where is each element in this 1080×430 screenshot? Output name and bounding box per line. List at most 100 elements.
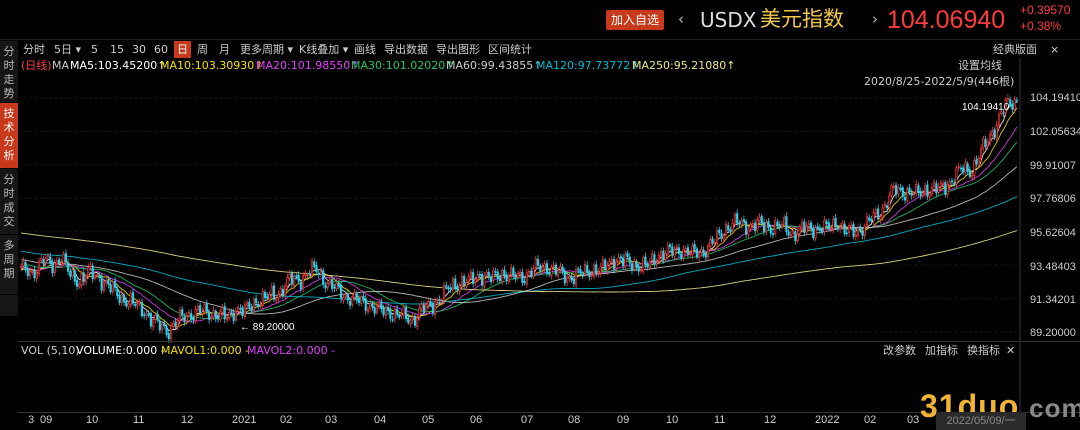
candle-body <box>982 138 985 148</box>
max-price-label: 104.19410 <box>962 102 1010 113</box>
candle-body <box>248 301 251 308</box>
sidebar-tab-intraday[interactable]: 分时走势 <box>0 41 18 103</box>
classic-layout-button[interactable]: 经典版面 <box>993 43 1037 56</box>
candle-body <box>234 310 238 321</box>
candle-body <box>469 271 472 278</box>
y-tick-label: 102.05634 <box>1030 126 1080 138</box>
candle-body <box>514 275 517 280</box>
close-indicator-icon[interactable]: ✕ <box>1006 344 1016 357</box>
candle-body <box>185 315 188 322</box>
candle-body <box>288 273 291 279</box>
candle-body <box>176 319 179 328</box>
price-change-percent: +0.38% <box>1020 19 1062 33</box>
candle-body <box>845 232 848 235</box>
add-indicator-button[interactable]: 加指标 <box>925 344 958 357</box>
period-5min[interactable]: 5 <box>91 43 98 56</box>
draw-line-button[interactable]: 画线 <box>354 43 376 56</box>
candle-body <box>707 245 710 257</box>
ma-settings-button[interactable]: 设置均线 <box>958 59 1002 72</box>
candle-body <box>523 280 526 284</box>
period-week[interactable]: 周 <box>197 43 208 56</box>
candle-body <box>597 271 600 274</box>
candle-body <box>886 205 889 209</box>
candle-body <box>239 307 242 310</box>
period-day[interactable]: 日 <box>174 41 191 58</box>
prev-symbol-arrow[interactable]: ‹ <box>678 10 684 28</box>
candle-body <box>765 222 768 233</box>
sidebar-tab-multi-period[interactable]: 多周期 <box>0 235 18 295</box>
period-intraday[interactable]: 分时 <box>23 43 45 56</box>
candle-body <box>879 216 882 220</box>
candle-body <box>655 262 658 265</box>
next-symbol-arrow[interactable]: › <box>872 10 878 28</box>
range-stats-button[interactable]: 区间统计 <box>488 43 532 56</box>
candle-body <box>935 183 938 194</box>
candle-body <box>149 313 152 327</box>
candle-body <box>521 271 524 283</box>
candle-body <box>348 300 352 306</box>
candle-body <box>619 256 622 259</box>
candle-body <box>378 301 381 307</box>
candle-body <box>20 266 23 268</box>
kline-overlay-dropdown[interactable]: K线叠加 ▾ <box>299 43 349 56</box>
candle-body <box>796 233 799 241</box>
candle-body <box>698 253 701 259</box>
candle-body <box>653 254 656 265</box>
candle-body <box>263 292 267 299</box>
export-data-button[interactable]: 导出数据 <box>384 43 428 56</box>
candle-body <box>975 158 978 165</box>
candle-body <box>55 260 58 265</box>
candle-body <box>561 266 564 272</box>
candle-body <box>328 278 331 284</box>
candle-body <box>362 296 365 300</box>
candle-body <box>145 313 148 316</box>
candle-body <box>854 234 857 238</box>
period-month[interactable]: 月 <box>219 43 230 56</box>
candle-body <box>722 235 725 240</box>
sidebar-tab-technical[interactable]: 技术分析 <box>0 103 18 169</box>
x-tick-label: 05 <box>422 414 435 426</box>
period-30min[interactable]: 30 <box>132 43 146 56</box>
candle-body <box>532 268 535 277</box>
x-tick-label: 10 <box>86 414 99 426</box>
candle-body <box>550 266 553 276</box>
candle-body <box>510 267 513 276</box>
candle-body <box>512 267 515 276</box>
candle-body <box>257 303 260 307</box>
candle-body <box>830 227 833 230</box>
candle-body <box>548 272 551 275</box>
close-icon[interactable]: × <box>1050 43 1060 56</box>
period-5day[interactable]: 5日 ▾ <box>54 43 82 56</box>
volume-value: VOLUME:0.000 - <box>76 344 165 357</box>
candle-body <box>62 254 65 264</box>
more-periods-dropdown[interactable]: 更多周期 ▾ <box>240 43 294 56</box>
candle-body <box>856 227 860 236</box>
candle-body <box>174 321 177 327</box>
switch-indicator-button[interactable]: 换指标 <box>967 344 1000 357</box>
candle-body <box>384 306 387 317</box>
candle-body <box>921 192 924 197</box>
candle-body <box>237 307 240 312</box>
period-60min[interactable]: 60 <box>154 43 168 56</box>
candle-body <box>80 273 83 286</box>
candle-body <box>154 314 157 320</box>
volume-separator <box>18 341 1080 342</box>
candle-body <box>342 297 345 301</box>
mavol1-value: MAVOL1:0.000 - <box>161 344 250 357</box>
candle-body <box>583 264 587 275</box>
candle-body <box>818 227 822 231</box>
candle-body <box>534 258 537 268</box>
candle-body <box>129 293 132 305</box>
export-image-button[interactable]: 导出图形 <box>436 43 480 56</box>
candle-body <box>592 264 596 277</box>
candle-body <box>950 180 954 183</box>
sidebar-tab-ticks[interactable]: 分时成交 <box>0 169 18 235</box>
add-watchlist-button[interactable]: 加入自选 <box>606 10 665 30</box>
candle-body <box>908 187 911 193</box>
period-15min[interactable]: 15 <box>110 43 124 56</box>
price-change: +0.39570 <box>1020 3 1071 17</box>
candle-body <box>859 226 862 231</box>
candle-body <box>120 293 123 303</box>
edit-params-button[interactable]: 改参数 <box>883 344 916 357</box>
